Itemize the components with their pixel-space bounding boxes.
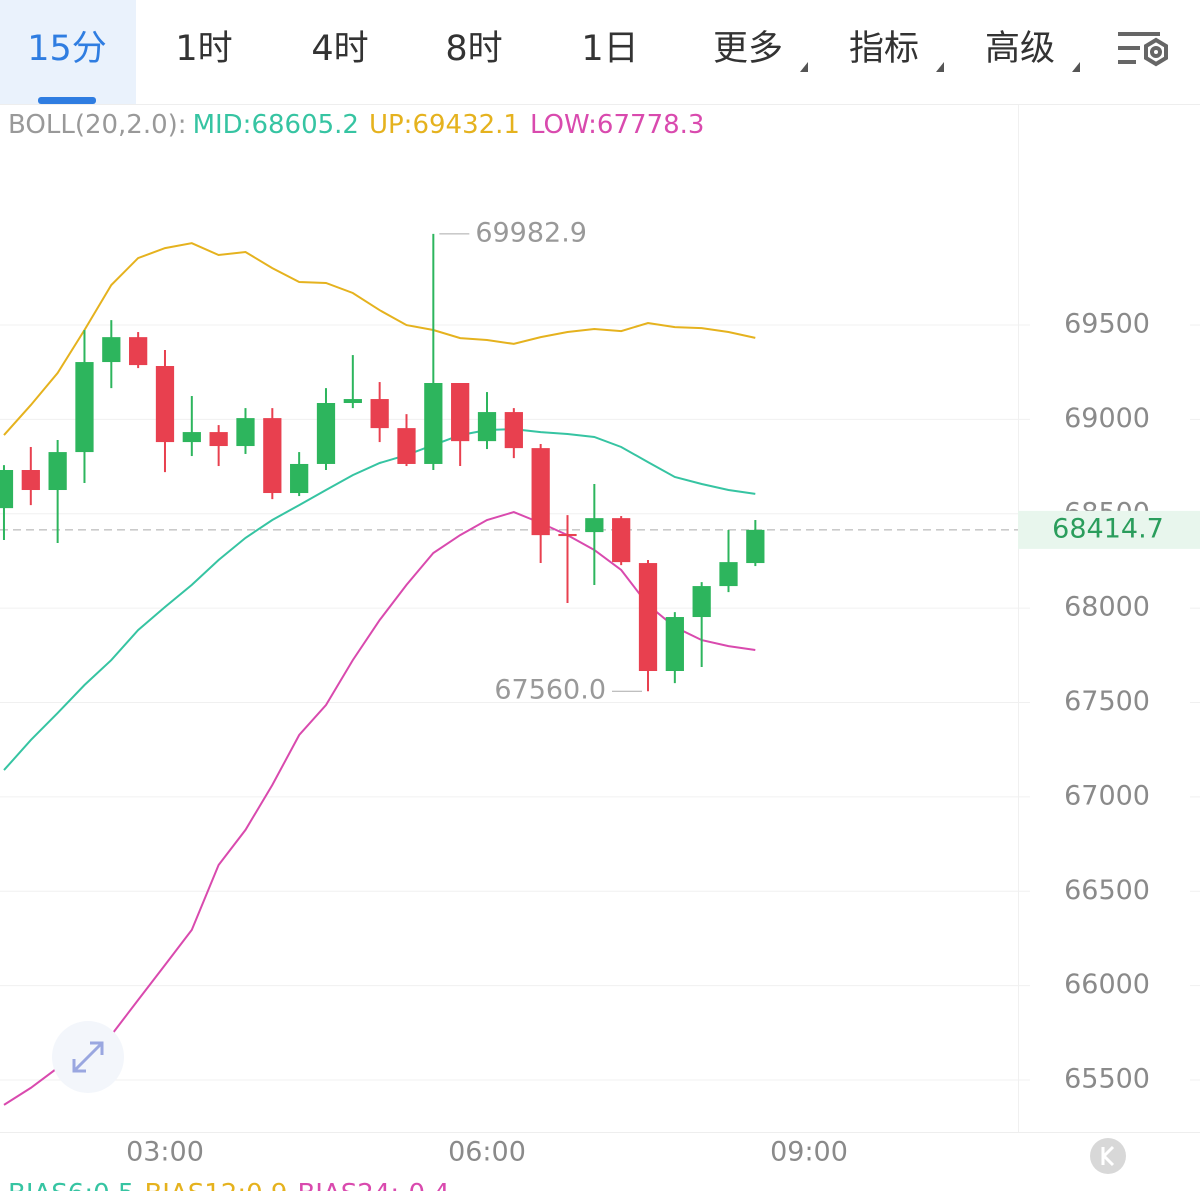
boll-line	[3, 428, 756, 771]
candle-body	[236, 418, 255, 447]
tab[interactable]: 1时	[175, 29, 232, 69]
candle-body	[209, 432, 228, 447]
candle-body	[719, 562, 738, 587]
candle-body	[692, 586, 711, 618]
y-tick-label: 66000	[1064, 969, 1150, 1000]
candle-body	[612, 518, 631, 563]
tab[interactable]: 1日	[581, 29, 638, 69]
candle-body	[558, 533, 577, 537]
candle-body	[316, 403, 336, 464]
candle-body	[290, 463, 309, 494]
tab[interactable]: 8时	[445, 29, 502, 69]
legend-entry: UP:69432.1	[369, 110, 520, 140]
tab[interactable]: 指标	[849, 29, 919, 69]
candle-body	[48, 452, 67, 491]
dropdown-triangle	[936, 62, 944, 72]
dropdown-triangle	[1072, 62, 1080, 72]
boll-line	[3, 242, 756, 436]
expand-button[interactable]	[52, 1021, 124, 1093]
tab[interactable]: 4时	[311, 29, 368, 69]
x-tick-label: 03:00	[126, 1137, 204, 1168]
kline-button[interactable]	[1090, 1138, 1126, 1174]
last-price-box	[1018, 510, 1200, 549]
bias-legend: BIAS6:0.5 BIAS12:0.9 BIAS24:-0.4	[8, 1179, 450, 1191]
bias-entry: BIAS6:0.5	[8, 1179, 134, 1191]
y-tick-label: 69000	[1064, 403, 1150, 434]
x-tick-label: 06:00	[448, 1137, 526, 1168]
indicator-label: BOLL(20,2.0):	[8, 110, 187, 140]
bias-entry: BIAS24:-0.4	[297, 1179, 449, 1191]
tab[interactable]: 15分	[27, 29, 107, 69]
active-tab-bg	[0, 0, 136, 104]
y-tick-label: 67500	[1064, 686, 1150, 717]
active-tab-indicator	[38, 97, 96, 104]
y-tick-label: 65500	[1064, 1063, 1150, 1094]
candle-body	[451, 383, 470, 442]
candle-body	[585, 518, 604, 533]
candle-body	[75, 362, 94, 453]
candle-body	[0, 470, 14, 509]
candle-body	[370, 399, 389, 429]
indicator-legend: BOLL(20,2.0): MID:68605.2 UP:69432.1 LOW:67…	[8, 110, 704, 140]
candle-body	[397, 428, 416, 464]
y-tick-label: 69500	[1064, 309, 1150, 340]
candle-body	[477, 412, 497, 442]
candle-body	[531, 448, 550, 536]
annotation-label: 69982.9	[475, 217, 587, 248]
candle-body	[343, 399, 362, 404]
candle-body	[102, 337, 121, 363]
candle-body	[21, 470, 40, 491]
settings-icon[interactable]	[1118, 32, 1168, 67]
boll-line	[3, 511, 756, 1106]
candle-body	[129, 337, 148, 366]
y-tick-label: 68000	[1064, 592, 1150, 623]
candle-body	[182, 432, 201, 443]
y-tick-label: 66500	[1064, 875, 1150, 906]
tab[interactable]: 更多	[713, 29, 783, 69]
legend-entry: MID:68605.2	[193, 110, 359, 140]
candle-body	[424, 383, 443, 464]
candle-body	[638, 563, 658, 672]
candle-body	[746, 529, 765, 564]
candle-body	[665, 617, 684, 672]
candle-body	[263, 418, 282, 494]
bias-entry: BIAS12:0.9	[144, 1179, 287, 1191]
candle-body	[155, 366, 175, 443]
candle-body	[504, 412, 523, 449]
last-price-label: 68414.7	[1052, 513, 1164, 544]
dropdown-triangle	[800, 62, 808, 72]
y-tick-label: 67000	[1064, 780, 1150, 811]
x-tick-label: 09:00	[770, 1137, 848, 1168]
tab[interactable]: 高级	[985, 29, 1055, 69]
annotation-label: 67560.0	[494, 675, 606, 706]
legend-entry: LOW:67778.3	[530, 110, 704, 140]
